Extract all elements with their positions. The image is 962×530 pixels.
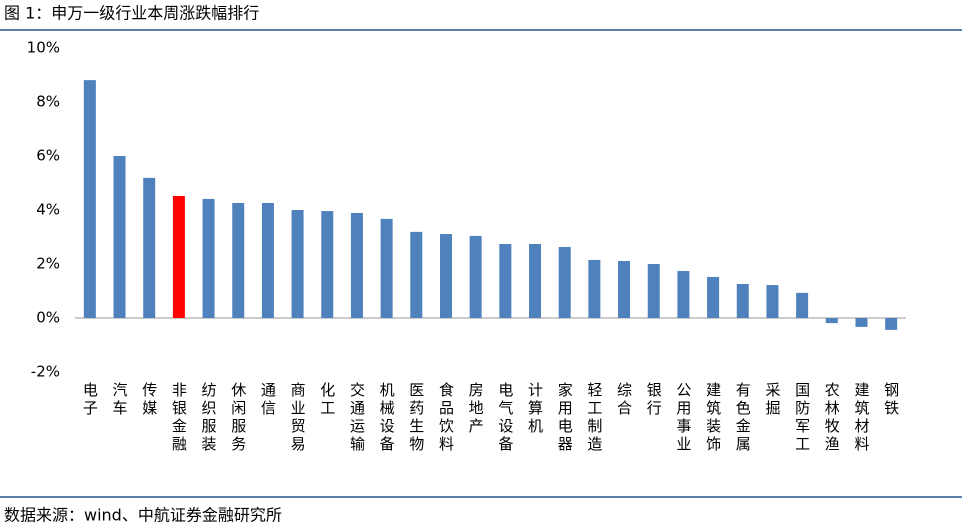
bar (410, 231, 423, 318)
bar (350, 212, 363, 318)
y-tick-label: 4% (36, 201, 60, 219)
bar (469, 235, 482, 318)
bar (766, 285, 779, 318)
y-tick-label: 2% (36, 255, 60, 273)
x-tick-label: 电气设备 (496, 382, 514, 454)
x-tick-label: 国防军工 (793, 382, 811, 454)
x-tick-label: 家用电器 (556, 382, 574, 454)
bar (83, 80, 96, 318)
x-tick-label: 公用事业 (674, 382, 692, 454)
bar (855, 318, 868, 327)
x-tick-label: 汽车 (111, 382, 129, 418)
bar (885, 318, 898, 330)
x-tick-label: 传媒 (140, 382, 158, 418)
chart-title: 图 1：申万一级行业本周涨跌幅排行 (4, 4, 259, 23)
y-tick-label: -2% (31, 363, 60, 381)
bar (232, 202, 245, 318)
x-tick-label: 银行 (645, 382, 663, 418)
x-tick-label: 建筑材料 (852, 382, 870, 454)
y-tick-label: 8% (36, 93, 60, 111)
bar (261, 202, 274, 318)
x-tick-label: 综合 (615, 382, 633, 418)
x-tick-label: 食品饮料 (437, 382, 455, 454)
bar (796, 292, 809, 318)
bar (499, 244, 512, 318)
x-tick-label: 房地产 (467, 382, 485, 436)
bar (588, 259, 601, 318)
bar (647, 264, 660, 318)
bar (291, 210, 304, 318)
bar (529, 244, 542, 318)
bar (558, 246, 571, 318)
x-tick-label: 有色金属 (734, 382, 752, 454)
x-tick-label: 休闲服务 (229, 382, 247, 454)
x-tick-label: 轻工制造 (585, 382, 603, 454)
y-tick-label: 0% (36, 309, 60, 327)
bar (618, 261, 631, 318)
x-tick-label: 计算机 (526, 382, 544, 436)
x-tick-label: 电子 (81, 382, 99, 418)
bar (172, 195, 185, 318)
bar (677, 271, 690, 318)
x-tick-label: 医药生物 (407, 382, 425, 454)
x-tick-label: 交通运输 (348, 381, 366, 454)
bar (825, 318, 838, 324)
x-tick-label: 建筑装饰 (704, 382, 722, 454)
x-tick-label: 化工 (318, 382, 336, 418)
bar (439, 234, 452, 318)
x-tick-label: 非银金融 (170, 382, 188, 454)
y-tick-label: 6% (36, 147, 60, 165)
x-tick-label: 机械设备 (378, 382, 396, 454)
x-tick-label: 钢铁 (882, 382, 900, 418)
x-tick-label: 通信 (259, 382, 277, 418)
source-note: 数据来源：wind、中航证券金融研究所 (4, 506, 282, 525)
x-tick-label: 采掘 (763, 382, 781, 418)
bar (202, 198, 215, 318)
bar (380, 218, 393, 318)
bar (707, 276, 720, 318)
x-tick-label: 农林牧渔 (823, 382, 841, 454)
x-tick-label: 商业贸易 (289, 382, 307, 454)
bar (736, 283, 749, 318)
x-tick-label: 纺织服装 (200, 382, 218, 454)
y-tick-label: 10% (27, 39, 60, 57)
bar (321, 211, 334, 318)
bar (113, 156, 126, 318)
bar (143, 177, 156, 318)
